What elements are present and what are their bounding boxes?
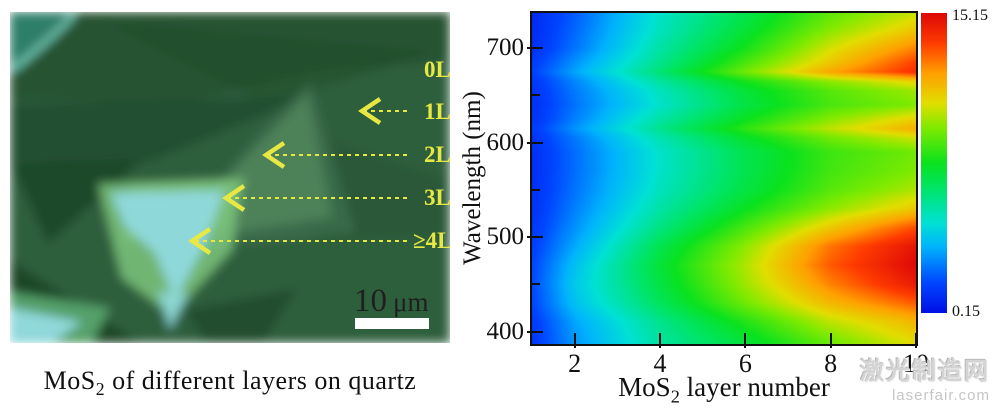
flake-region <box>10 308 82 343</box>
layer-label-4L: ≥4L <box>413 228 450 253</box>
caption-formula-subscript: 2 <box>95 379 106 400</box>
caption-text: of different layers on quartz <box>105 366 417 395</box>
x-tick-label: 4 <box>653 349 667 378</box>
flake-region <box>10 96 310 162</box>
colorbar <box>921 13 947 313</box>
x-tick-major <box>659 333 661 348</box>
flake-region <box>10 158 145 244</box>
y-tick-minor <box>532 188 540 191</box>
scale-bar <box>355 318 429 329</box>
y-tick-label: 400 <box>486 317 525 345</box>
y-tick-major <box>527 141 543 144</box>
x-tick-major <box>744 333 747 348</box>
heatmap-canvas <box>532 13 916 344</box>
micrograph-caption: MoS2 of different layers on quartz <box>10 366 450 400</box>
x-tick-label: 6 <box>738 349 752 378</box>
y-axis-label: Wavelength (nm) <box>459 91 486 265</box>
layer-annotations: 0L 1L 2L 3L ≥4L <box>188 57 450 255</box>
colorbar-min-label: 0.15 <box>952 303 980 320</box>
x-tick-label: 10 <box>903 349 929 378</box>
caption-formula: MoS <box>43 366 96 395</box>
y-tick-major <box>527 236 543 239</box>
scale-bar-label: 10 μm <box>354 283 428 319</box>
layer-label-3L: 3L <box>424 185 450 210</box>
x-tick-major <box>915 333 917 348</box>
flake-corner <box>10 12 68 67</box>
flake-corner-edge <box>10 12 77 73</box>
flake-4L-spike <box>158 292 188 330</box>
x-tick-major <box>573 333 576 348</box>
xlabel-formula-subscript: 2 <box>670 386 680 407</box>
x-tick-major <box>829 333 832 348</box>
heatmap-panel: 400 500 600 700 2 4 6 8 10 <box>487 11 929 377</box>
y-tick-major <box>527 330 543 333</box>
xlabel-text: layer number <box>679 372 830 402</box>
y-tick-minor <box>532 283 540 286</box>
y-tick-label: 700 <box>486 33 525 61</box>
x-tick-label: 8 <box>824 349 838 378</box>
y-tick-major <box>527 46 543 49</box>
x-tick-label: 2 <box>568 349 582 378</box>
micrograph-panel: 0L 1L 2L 3L ≥4L 10 μm <box>10 12 450 343</box>
flake-shapes <box>10 12 450 343</box>
flake-region <box>185 288 298 343</box>
layer-label-0L: 0L <box>424 57 450 82</box>
layer-label-1L: 1L <box>424 99 450 124</box>
y-tick-label: 500 <box>486 223 525 251</box>
layer-label-2L: 2L <box>424 142 450 167</box>
y-tick-label: 600 <box>486 128 525 156</box>
flake-region <box>105 22 440 104</box>
flake-4L <box>111 191 224 300</box>
colorbar-max-label: 15.15 <box>952 7 988 24</box>
xlabel-formula: MoS <box>618 372 671 402</box>
y-tick-minor <box>532 94 540 97</box>
micrograph-image: 0L 1L 2L 3L ≥4L 10 μm <box>10 12 450 343</box>
x-axis-label: MoS2 layer number <box>532 372 916 407</box>
